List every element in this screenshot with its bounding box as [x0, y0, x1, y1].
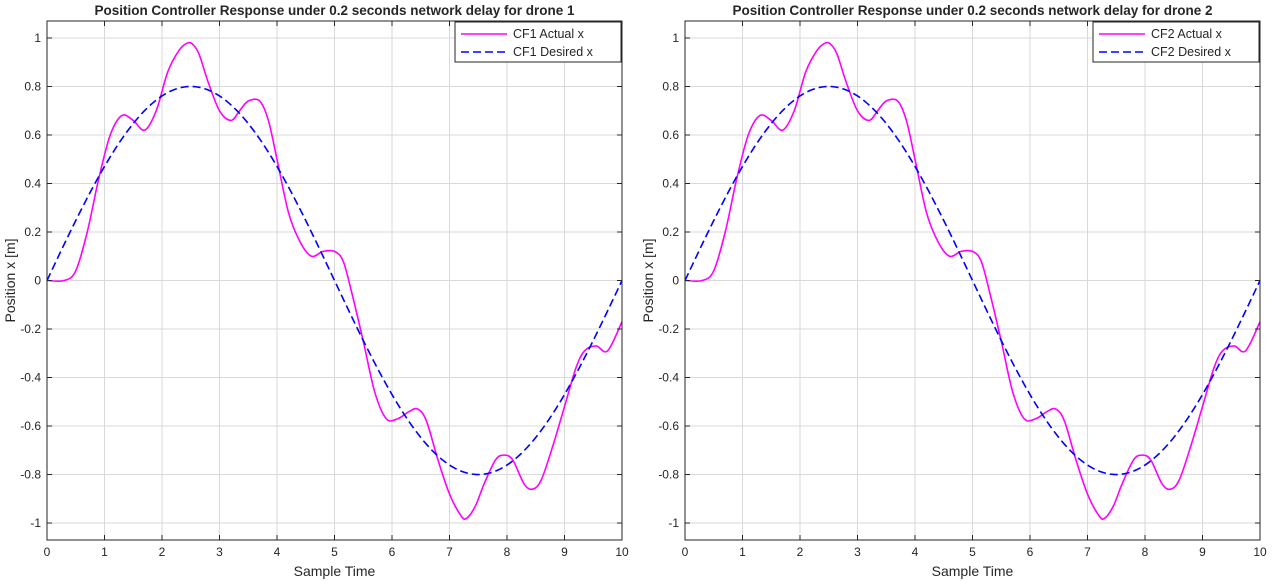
legend: CF2 Actual x CF2 Desired x: [1092, 21, 1260, 63]
y-tick-label: 0.6: [24, 128, 41, 142]
legend-box: [454, 21, 622, 63]
y-axis-label: Position x [m]: [2, 238, 18, 322]
y-tick-label: -0.4: [20, 371, 41, 385]
y-tick-label: -0.4: [658, 371, 679, 385]
legend: CF1 Actual x CF1 Desired x: [454, 21, 622, 63]
x-tick-label: 3: [854, 545, 861, 559]
y-tick-label: -0.8: [20, 468, 41, 482]
x-tick-label: 1: [739, 545, 746, 559]
x-tick-label: 8: [1142, 545, 1149, 559]
chart-drone-2: 0 1 2 3 4 5 6 7 8 9 10 1 0.8 0.6 0.4 0.2 0 -0.2 -0.4 -0.6 -0…: [638, 0, 1276, 586]
y-tick-label: 0.2: [662, 225, 679, 239]
chart-drone-1: 0 1 2 3 4 5 6 7 8 9 10 1 0.8 0.6 0.4 0.2 0 -0.2 -0.4 -0.6 -0…: [2, 3, 629, 579]
x-tick-label: 9: [1199, 545, 1206, 559]
y-tick-label: 0.2: [24, 225, 41, 239]
y-tick-label: 1: [34, 31, 41, 45]
y-tick-label: -0.2: [20, 322, 41, 336]
y-tick-label: 0.6: [662, 128, 679, 142]
x-tick-label: 2: [797, 545, 804, 559]
x-tick-label: 1: [101, 545, 108, 559]
legend-entry-label: CF2 Actual x: [1151, 27, 1223, 41]
x-tick-label: 4: [912, 545, 919, 559]
x-tick-label: 0: [44, 545, 51, 559]
y-tick-label: 0.4: [662, 176, 679, 190]
series-line-actual: [46, 41, 623, 520]
x-tick-label: 4: [274, 545, 281, 559]
x-tick-label: 8: [504, 545, 511, 559]
y-tick-label: -1: [30, 516, 41, 530]
y-tick-label: -0.8: [658, 468, 679, 482]
chart-title: Position Controller Response under 0.2 s…: [94, 3, 575, 18]
x-tick-label: 7: [1084, 545, 1091, 559]
y-axis-label: Position x [m]: [640, 238, 656, 322]
y-tick-label: 0.8: [24, 79, 41, 93]
x-tick-label: 2: [159, 545, 166, 559]
y-tick-label: 0: [34, 274, 41, 288]
series-line-desired: [46, 85, 623, 476]
chart-svg-drone-1: 0 1 2 3 4 5 6 7 8 9 10 1 0.8 0.6 0.4 0.2 0 -0.2 -0.4 -0.6 -0…: [2, 3, 629, 579]
legend-entry-label: CF2 Desired x: [1151, 45, 1232, 59]
series-line-desired: [684, 85, 1261, 476]
legend-box: [1092, 21, 1260, 63]
x-tick-label: 10: [615, 545, 629, 559]
x-tick-label: 10: [1253, 545, 1267, 559]
y-tick-label: -1: [668, 516, 679, 530]
x-tick-label: 3: [216, 545, 223, 559]
x-tick-label: 6: [389, 545, 396, 559]
y-tick-label: -0.2: [658, 322, 679, 336]
legend-entry-label: CF1 Actual x: [513, 27, 585, 41]
x-tick-label: 9: [561, 545, 568, 559]
chart-title: Position Controller Response under 0.2 s…: [732, 3, 1212, 18]
x-tick-label: 5: [331, 545, 338, 559]
x-axis-label: Sample Time: [932, 563, 1014, 579]
series-line-actual: [684, 41, 1261, 520]
legend-entry-label: CF1 Desired x: [513, 45, 594, 59]
x-tick-label: 7: [446, 545, 453, 559]
x-tick-label: 0: [682, 545, 689, 559]
y-tick-label: -0.6: [20, 419, 41, 433]
chart-svg-drone-2: 0 1 2 3 4 5 6 7 8 9 10 1 0.8 0.6 0.4 0.2 0 -0.2 -0.4 -0.6 -0…: [640, 3, 1267, 579]
x-axis-label: Sample Time: [294, 563, 376, 579]
y-tick-label: 0.8: [662, 79, 679, 93]
y-tick-label: -0.6: [658, 419, 679, 433]
y-tick-label: 1: [672, 31, 679, 45]
y-tick-label: 0: [672, 274, 679, 288]
x-tick-label: 5: [969, 545, 976, 559]
x-tick-label: 6: [1027, 545, 1034, 559]
y-tick-label: 0.4: [24, 176, 41, 190]
